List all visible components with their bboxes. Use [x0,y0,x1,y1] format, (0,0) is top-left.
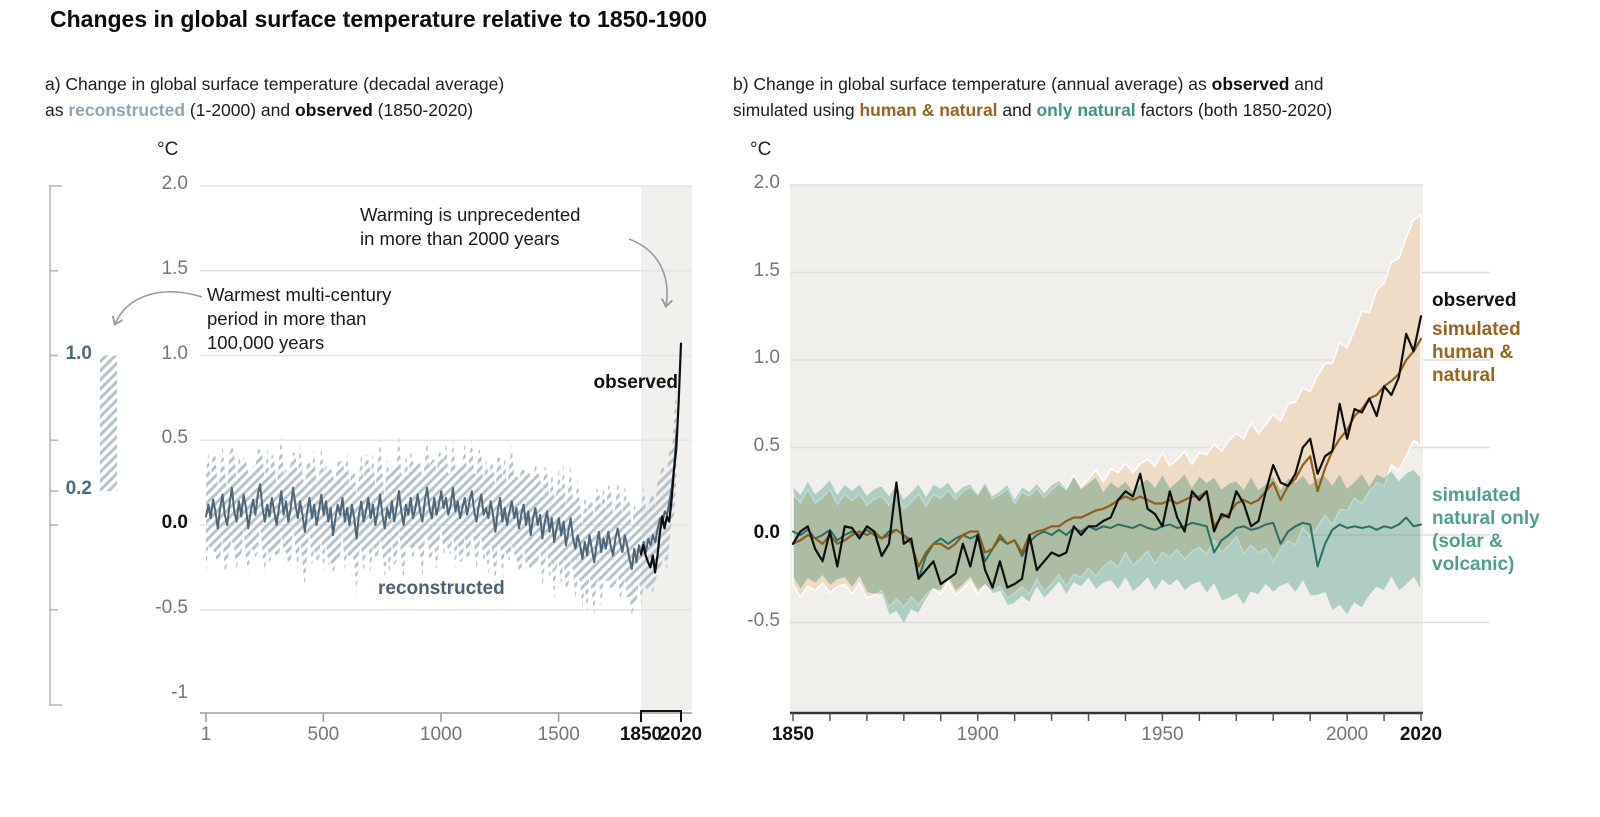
subtitle-segment: observed [295,100,373,120]
annotation-arrows [112,238,673,327]
data-line [791,315,1423,589]
subtitle-segment: observed [1211,74,1290,94]
subtitle-segment: b) Change in global surface temperature … [733,74,1212,94]
panel-b-observed-label: observed [1432,290,1517,311]
subtitle-segment: human & natural [859,100,998,120]
subtitle-segment: (1850-2020) [372,100,474,120]
panel-a-observed-label: observed [593,372,678,393]
panel-a-subtitle: a) Change in global surface temperature … [45,71,685,123]
annotation-warmest-period: Warmest multi-century period in more tha… [207,284,392,353]
annotation-warming-unprecedented: Warming is unprecedented in more than 20… [360,204,581,249]
panel-a-reconstructed-label: reconstructed [378,578,505,599]
arrow-to-recent-warming [628,238,673,309]
panel-a-unit-label: °C [157,139,179,160]
panel-a-xtick-1: 1 [200,724,212,745]
panel-a-ytick--1: -1 [171,681,188,703]
panel-a-ytick--0.5: -0.5 [155,596,188,618]
arrow-to-range-bar [112,291,203,327]
panel-a-xtick-1000: 1000 [419,724,463,745]
uncertainty-band [792,467,1422,626]
panel-a-xtick-1850: 1850 [619,724,663,745]
panel-b-ytick-0.0: 0.0 [753,522,780,543]
subtitle-segment: (1-2000) and [185,100,295,120]
subtitle-segment: and [997,100,1037,120]
subtitle-segment: only natural [1036,100,1136,120]
panel-a-ytick-1.0: 1.0 [161,342,188,364]
panel-a-xtick-500: 500 [307,724,340,745]
panel-b-xtick-1950: 1950 [1141,724,1184,745]
panel-a-ytick-0.5: 0.5 [161,427,188,449]
panel-a-xtick-2020: 2020 [659,724,703,745]
subtitle-segment: a) Change in global surface temperature … [45,74,505,120]
data-line [205,430,678,571]
data-line [639,342,683,574]
data-line [791,337,1423,568]
panel-b-xtick-1900: 1900 [956,724,999,745]
panel-a-ytick-0.0: 0.0 [161,512,188,533]
panel-b-xtick-2000: 2000 [1325,724,1369,745]
side-scale-label-1.0: 1.0 [65,342,92,364]
panel-b-human-natural-label: simulated human & natural [1432,319,1521,386]
figure-title: Changes in global surface temperature re… [50,6,708,32]
panel-a-ytick-2.0: 2.0 [161,173,188,194]
subtitle-segment: reconstructed [68,100,186,120]
side-scale-line [49,185,62,706]
panel-b-subtitle: b) Change in global surface temperature … [733,71,1513,123]
observed-era-highlight-band [640,186,692,710]
panel-a-ytick-1.5: 1.5 [161,257,188,279]
side-scale-label-0.2: 0.2 [65,478,92,500]
side-scale-bracket [49,185,117,706]
observed-period-bracket [639,710,682,722]
panel-b-xtick-2020: 2020 [1399,724,1443,745]
panel-b-ytick-1.5: 1.5 [753,259,780,281]
panel-b-natural-only-label: simulated natural only (solar & volcanic… [1432,485,1540,575]
subtitle-segment: factors (both 1850-2020) [1135,100,1333,120]
subtitle-segment: and simulated using [733,74,1324,120]
warmest-period-range-bar [100,355,117,492]
panel-b-ytick-1.0: 1.0 [753,347,780,368]
panel-b-ytick-2.0: 2.0 [753,172,780,193]
panel-b-ytick-0.5: 0.5 [753,434,780,456]
panel-b-ytick--0.5: -0.5 [747,609,780,631]
panel-a-xtick-1500: 1500 [537,724,580,745]
panel-b-plot [790,184,1490,721]
panel-a-plot [200,185,692,722]
panel-b-unit-label: °C [750,139,772,160]
panel-b-xtick-1850: 1850 [771,724,815,745]
